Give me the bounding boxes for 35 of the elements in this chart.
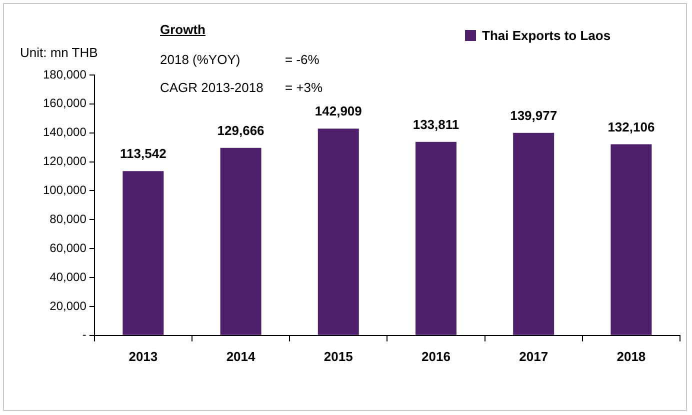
bar [122, 171, 164, 335]
y-tick-label: 120,000 [42, 154, 87, 168]
bar [610, 144, 652, 335]
annotation: CAGR 2013-2018 [160, 80, 264, 95]
y-tick-label: 40,000 [50, 270, 87, 284]
data-label: 133,811 [412, 116, 460, 132]
data-label: 132,106 [608, 119, 655, 134]
bar [513, 132, 554, 335]
x-tick-label: 2013 [128, 348, 158, 364]
y-tick-label: - [82, 328, 86, 342]
y-tick-label: 80,000 [50, 212, 87, 226]
x-tick-label: 2017 [519, 348, 548, 364]
x-tick-label: 2014 [226, 348, 256, 364]
text: Unit: mn THB [20, 45, 98, 60]
bar [220, 148, 262, 335]
y-tick-label: 20,000 [50, 298, 87, 313]
x-tick-label: 2015 [324, 348, 353, 364]
data-label: 139,977 [510, 108, 558, 123]
x-tick-label: 2018 [616, 348, 646, 364]
text: 2018 (%YOY) [160, 52, 240, 67]
y-tick-label: 180,000 [42, 67, 87, 82]
annotation: = +3% [285, 80, 323, 95]
bar [415, 142, 456, 335]
y-tick-label: 140,000 [42, 125, 87, 140]
data-label: 129,666 [217, 122, 264, 138]
y-tick-label: 160,000 [42, 96, 87, 110]
y-tick-label: 100,000 [42, 183, 87, 198]
data-label: 113,542 [120, 146, 166, 162]
text: Growth [160, 22, 206, 37]
y-tick-label: 60,000 [50, 240, 87, 255]
x-tick-label: 2016 [422, 348, 450, 364]
legend-label: Thai Exports to Laos [482, 28, 611, 43]
bar [318, 128, 359, 335]
text: = -6% [285, 52, 320, 67]
data-label: 142,909 [314, 104, 362, 119]
